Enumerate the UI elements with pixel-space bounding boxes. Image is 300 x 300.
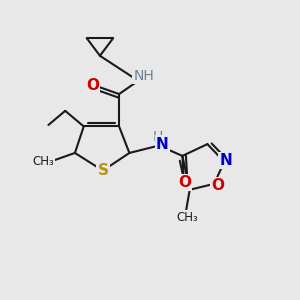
Text: O: O xyxy=(211,178,224,193)
Text: O: O xyxy=(178,175,191,190)
Text: CH₃: CH₃ xyxy=(176,211,198,224)
Text: N: N xyxy=(219,153,232,168)
Text: NH: NH xyxy=(133,69,154,83)
Text: CH₃: CH₃ xyxy=(32,155,54,168)
Text: S: S xyxy=(98,163,108,178)
Text: N: N xyxy=(156,136,169,152)
Text: H: H xyxy=(152,130,163,144)
Text: O: O xyxy=(86,78,99,93)
